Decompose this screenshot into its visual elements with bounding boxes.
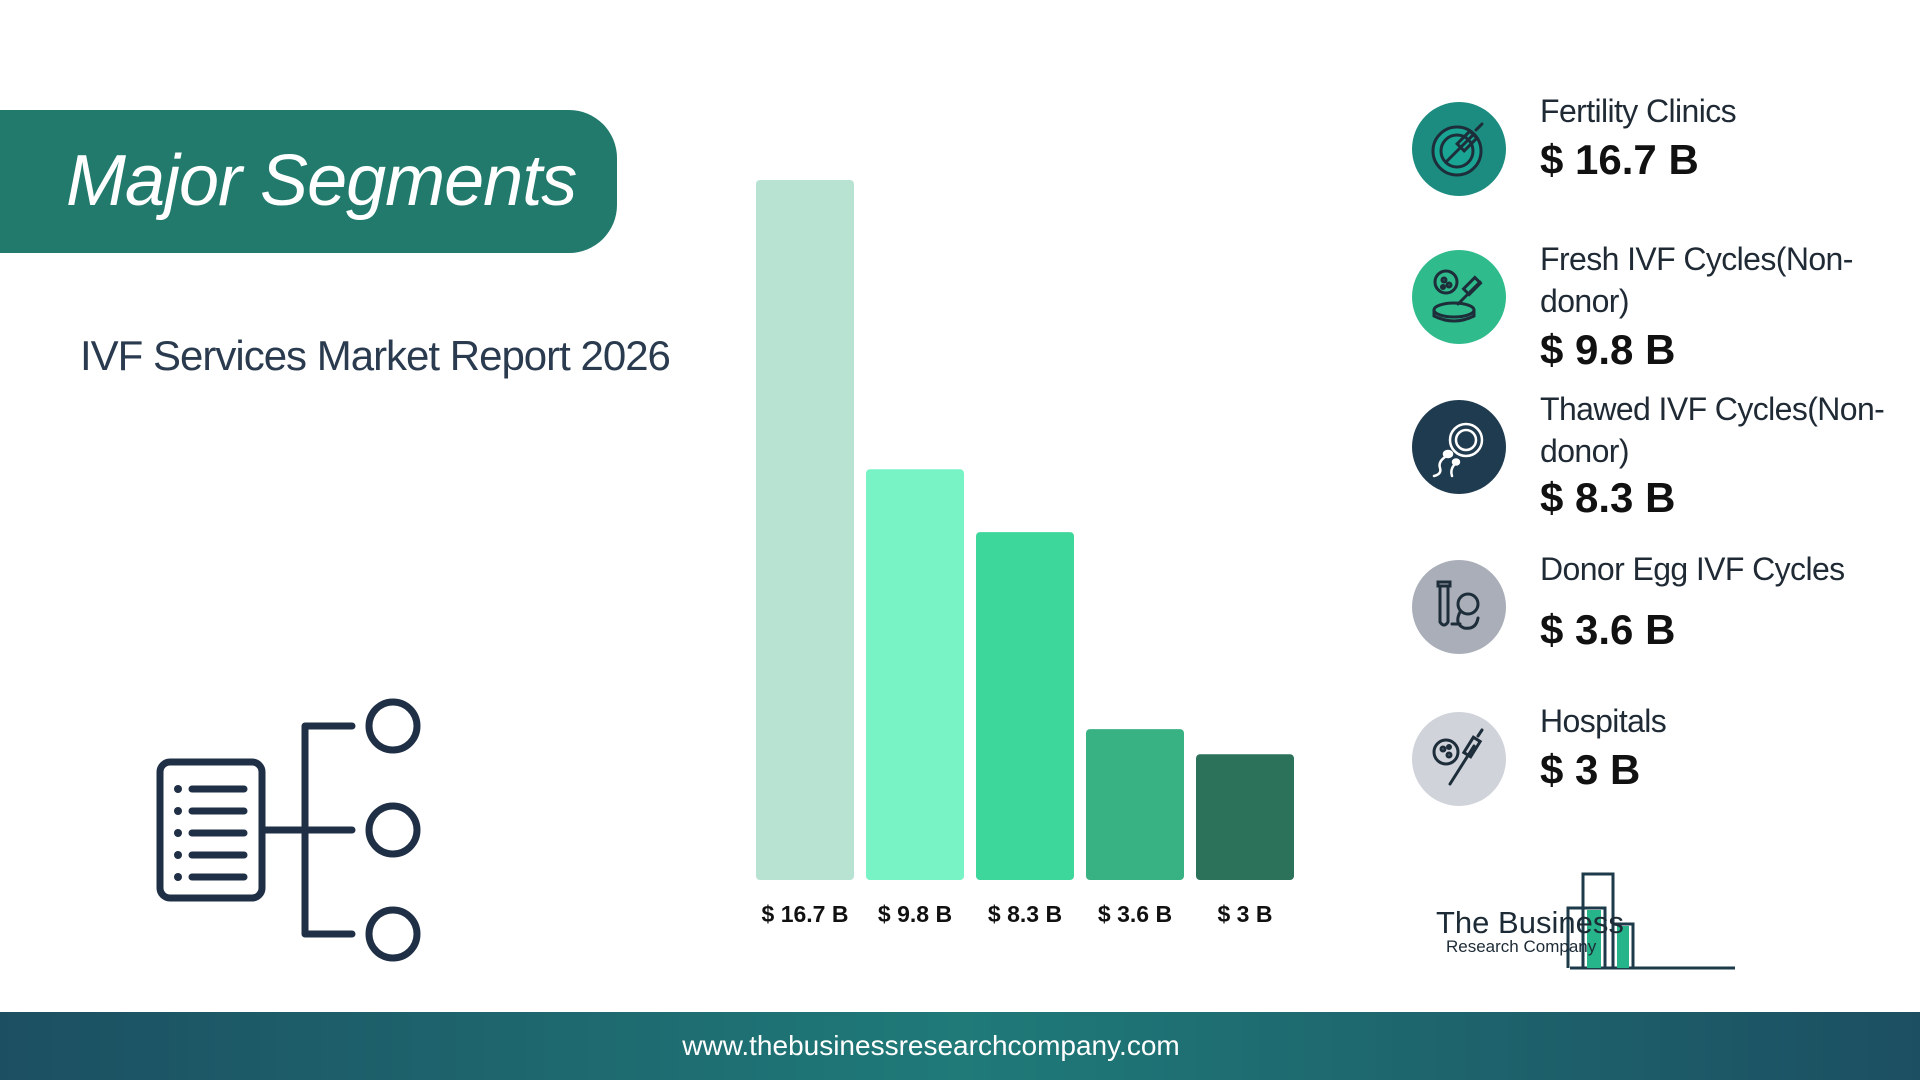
legend-label: Fertility Clinics — [1540, 93, 1737, 129]
bar-1 — [756, 180, 854, 880]
website-link[interactable]: www.thebusinessresearchcompany.com — [682, 1030, 1180, 1061]
petri-dish-needle-icon — [1412, 250, 1506, 344]
bar-4 — [1086, 729, 1184, 880]
cell-pipette-icon — [1412, 712, 1506, 806]
legend-value: $ 9.8 B — [1540, 326, 1676, 373]
segments-hierarchy-icon — [150, 690, 430, 975]
bar-value-label: $ 3 B — [1218, 901, 1273, 927]
bar-value-label: $ 16.7 B — [762, 901, 849, 927]
syringe-dish-icon — [1412, 102, 1506, 196]
sperm-egg-icon — [1412, 400, 1506, 494]
bar-chart: $ 16.7 B $ 9.8 B $ 8.3 B $ 3.6 B $ 3 B — [756, 180, 1294, 927]
bar-value-label: $ 3.6 B — [1098, 901, 1172, 927]
bar-2 — [866, 469, 964, 880]
logo-text-primary: The Business — [1436, 905, 1624, 940]
legend-value: $ 16.7 B — [1540, 136, 1699, 183]
legend-label: Thawed IVF Cycles(Non-donor) — [1540, 391, 1885, 469]
legend-label: Fresh IVF Cycles(Non-donor) — [1540, 241, 1853, 319]
legend-value: $ 3.6 B — [1540, 606, 1676, 653]
legend-value: $ 8.3 B — [1540, 474, 1676, 521]
bar-value-label: $ 8.3 B — [988, 901, 1062, 927]
bar-3 — [976, 532, 1074, 880]
title-banner: Major Segments — [0, 110, 617, 253]
report-subtitle: IVF Services Market Report 2026 — [80, 332, 671, 379]
test-tube-embryo-icon — [1412, 560, 1506, 654]
page-title: Major Segments — [66, 141, 577, 221]
legend-label: Hospitals — [1540, 703, 1667, 739]
legend-value: $ 3 B — [1540, 746, 1641, 793]
footer-bar: www.thebusinessresearchcompany.com — [0, 1012, 1920, 1080]
bar-value-label: $ 9.8 B — [878, 901, 952, 927]
company-logo: The Business Research Company — [1435, 870, 1745, 970]
legend-label: Donor Egg IVF Cycles — [1540, 551, 1845, 587]
bar-5 — [1196, 754, 1294, 880]
logo-text-secondary: Research Company — [1446, 937, 1597, 956]
segment-legend: Fertility Clinics $ 16.7 B Fresh IVF Cyc… — [1410, 90, 1890, 820]
